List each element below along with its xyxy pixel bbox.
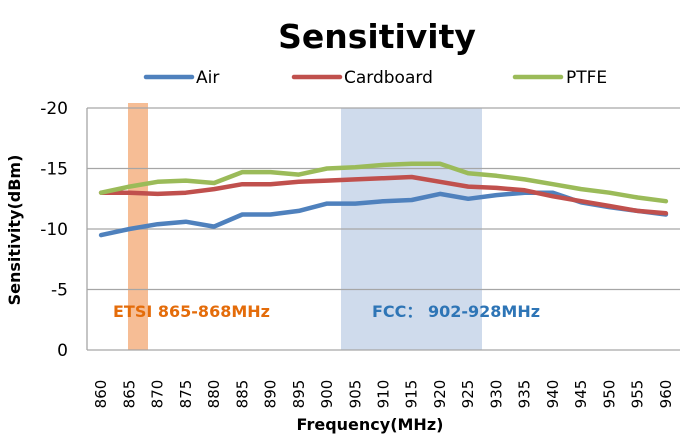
x-tick-label: 875	[177, 380, 195, 409]
x-tick-label: 955	[629, 380, 647, 409]
x-tick-label: 930	[488, 380, 506, 409]
x-tick-label: 860	[92, 380, 110, 409]
x-tick-label: 945	[572, 380, 590, 409]
legend-label-ptfe: PTFE	[566, 68, 607, 88]
y-tick-labels: 0 -5 -10 -15 -20	[40, 99, 68, 361]
x-tick-label: 880	[205, 380, 223, 409]
y-tick-label: -10	[40, 220, 68, 240]
x-tick-label: 940	[544, 380, 562, 409]
x-tick-label: 910	[375, 380, 393, 409]
band-label-fcc: FCC： 902-928MHz	[372, 302, 540, 321]
y-tick-label: -15	[40, 160, 68, 180]
series-line-ptfe	[98, 161, 669, 204]
y-axis-label: Sensitivity(dBm)	[5, 155, 24, 306]
band-label-etsi: ETSI 865-868MHz	[113, 302, 270, 321]
x-tick-label: 865	[120, 380, 138, 409]
series-line-cardboard	[98, 174, 669, 216]
x-tick-labels: 860 865 870 875 880 885 890 895 900 905 910 915 920 9…	[92, 380, 675, 409]
x-tick-label: 935	[516, 380, 534, 409]
x-tick-label: 885	[233, 380, 251, 409]
x-tick-label: 895	[290, 380, 308, 409]
legend-label-cardboard: Cardboard	[344, 68, 433, 88]
x-tick-label: 915	[403, 380, 421, 409]
series-lines	[98, 161, 669, 238]
gridlines	[87, 107, 680, 291]
x-tick-label: 920	[431, 380, 449, 409]
x-tick-label: 925	[459, 380, 477, 409]
x-tick-label: 950	[600, 380, 618, 409]
y-tick-label: -5	[51, 281, 68, 301]
x-axis-label: Frequency(MHz)	[297, 415, 444, 434]
x-tick-label: 905	[346, 380, 364, 409]
chart-title: Sensitivity	[278, 17, 476, 56]
x-tick-label: 960	[657, 380, 675, 409]
axes	[86, 108, 680, 351]
y-tick-label: -20	[40, 99, 68, 119]
x-tick-label: 890	[262, 380, 280, 409]
x-tick-label: 900	[318, 380, 336, 409]
legend-label-air: Air	[196, 68, 219, 88]
legend: Air Cardboard PTFE	[143, 68, 607, 88]
x-tick-label: 870	[149, 380, 167, 409]
y-tick-label: 0	[57, 341, 68, 361]
